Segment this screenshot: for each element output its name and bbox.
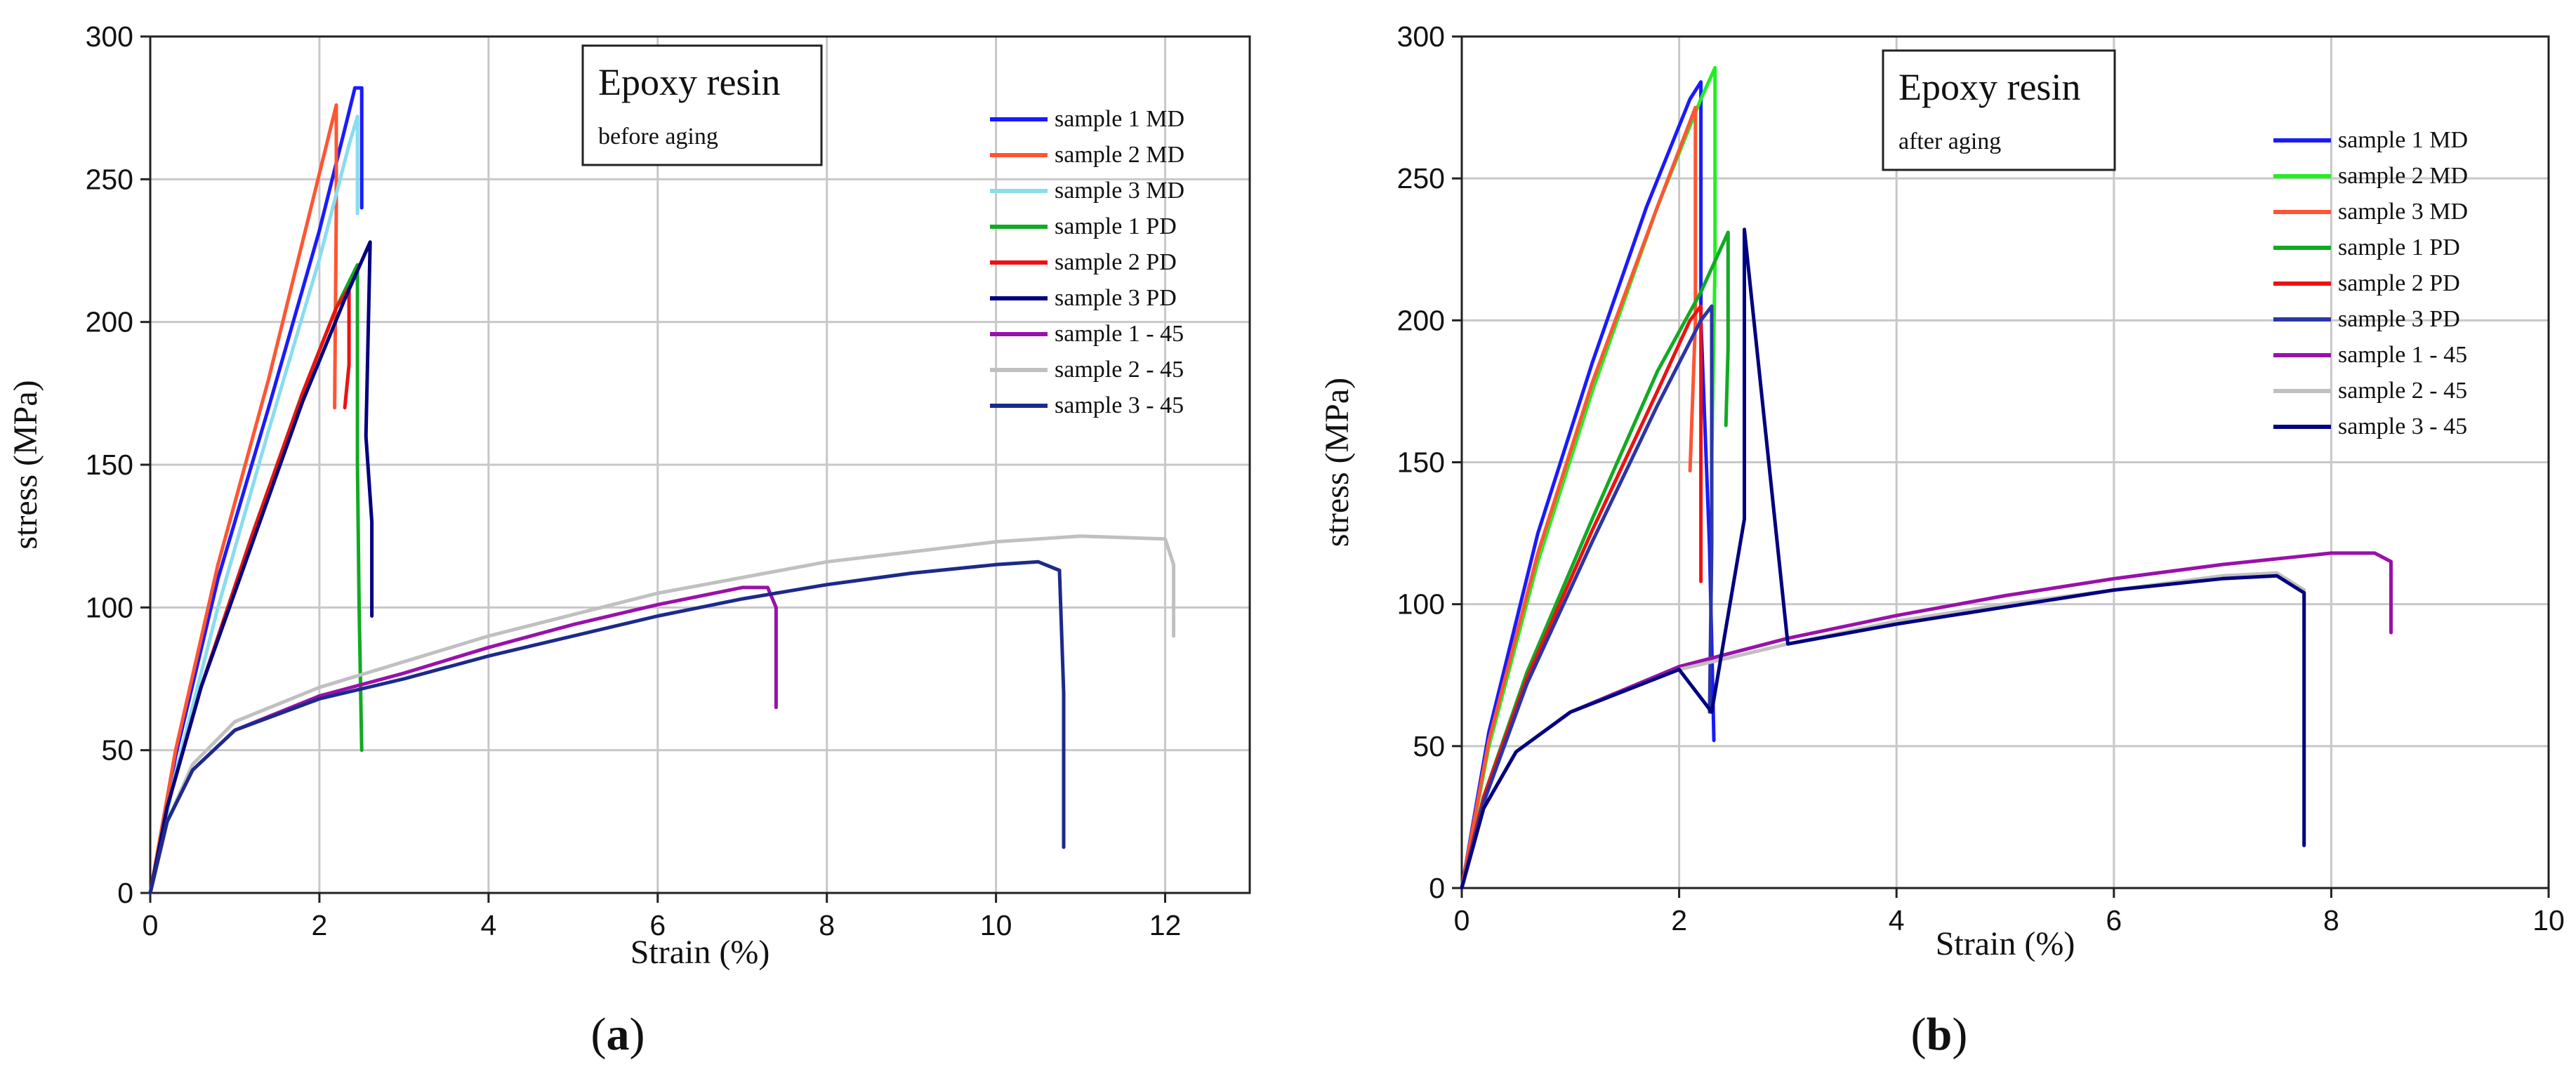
legend-label: sample 3 MD [1055, 178, 1184, 204]
x-tick-label: 2 [312, 909, 328, 941]
legend-label: sample 3 MD [2338, 199, 2468, 225]
legend-label: sample 3 - 45 [1055, 392, 1184, 418]
series-line [148, 240, 374, 895]
y-tick-label: 300 [86, 20, 133, 53]
y-tick-label: 250 [1397, 162, 1445, 194]
y-tick-label: 100 [1397, 588, 1445, 621]
legend-label: sample 2 MD [2338, 163, 2468, 189]
grid [1462, 37, 2549, 888]
legend-label: sample 1 MD [2338, 127, 2468, 153]
series-line [1460, 230, 1730, 890]
series-line [148, 114, 359, 895]
series-line [1460, 80, 1716, 890]
y-axis-label: stress (MPa) [1319, 378, 1356, 547]
legend-label: sample 1 MD [1055, 106, 1184, 132]
legend-label: sample 1 - 45 [1055, 321, 1184, 347]
x-tick-label: 8 [2323, 904, 2339, 936]
y-tick-label: 50 [101, 734, 133, 767]
x-tick-label: 6 [2106, 904, 2122, 936]
y-tick-label: 200 [86, 306, 133, 338]
series-line [148, 559, 1066, 895]
y-tick-label: 150 [1397, 446, 1445, 479]
series-group [1460, 66, 2393, 890]
series-line [148, 263, 364, 895]
series-line [1460, 571, 2306, 890]
legend-label: sample 1 PD [1055, 213, 1177, 239]
chart-subtitle: before aging [598, 124, 718, 150]
legend-label: sample 3 PD [1055, 285, 1177, 311]
x-tick-label: 2 [1671, 904, 1687, 936]
chart-title-box [581, 44, 823, 166]
series-line [1460, 66, 1717, 890]
y-tick-label: 200 [1397, 304, 1445, 336]
x-axis-label: Strain (%) [1936, 925, 2075, 962]
series-line [1460, 227, 2306, 890]
x-tick-label: 0 [1454, 904, 1470, 936]
legend: sample 1 MD sample 2 MD sample 3 MD sample … [2273, 127, 2468, 439]
x-tick-label: 4 [480, 909, 496, 941]
x-tick-label: 6 [649, 909, 666, 941]
legend-label: sample 2 - 45 [1055, 357, 1184, 383]
chart-title: Epoxy resin [598, 61, 780, 103]
y-tick-label: 150 [86, 449, 133, 481]
y-tick-label: 300 [1397, 20, 1445, 53]
series-line [1460, 304, 1703, 890]
series-line [1460, 304, 1714, 890]
panel-label: (a) [591, 1009, 645, 1060]
legend-label: sample 3 - 45 [2338, 413, 2467, 439]
chart-panel-a: 0 2 4 6 8 10 12 0 50 100 150 200 250 300 Strain (%) str… [7, 20, 1251, 1060]
legend-label: sample 2 - 45 [2338, 378, 2467, 404]
x-axis-label: Strain (%) [630, 934, 770, 971]
series-line [148, 585, 778, 895]
legend-label: sample 1 - 45 [2338, 342, 2467, 368]
legend-label: sample 1 PD [2338, 234, 2460, 260]
x-tick-label: 0 [143, 909, 159, 941]
legend-label: sample 2 PD [2338, 270, 2460, 296]
x-tick-label: 10 [2532, 904, 2565, 936]
y-tick-label: 50 [1413, 730, 1445, 762]
legend-label: sample 3 PD [2338, 306, 2460, 332]
legend: sample 1 MD sample 2 MD sample 3 MD sample … [990, 106, 1184, 418]
x-tick-label: 12 [1149, 909, 1182, 941]
x-tick-label: 8 [819, 909, 835, 941]
series-line [148, 86, 364, 895]
legend-label: sample 2 PD [1055, 249, 1177, 275]
series-line [1460, 105, 1698, 890]
panel-label: (b) [1911, 1009, 1968, 1060]
x-tick-label: 4 [1889, 904, 1905, 936]
y-tick-label: 0 [117, 877, 133, 909]
series-group [148, 86, 1176, 895]
legend-label: sample 2 MD [1055, 142, 1184, 168]
chart-title: Epoxy resin [1898, 66, 2080, 108]
y-tick-label: 0 [1429, 872, 1445, 904]
chart-title-box [1882, 49, 2116, 171]
chart-subtitle: after aging [1898, 128, 2001, 154]
y-axis-label: stress (MPa) [7, 380, 44, 549]
y-tick-label: 250 [86, 163, 133, 195]
series-line [148, 534, 1176, 895]
x-tick-label: 10 [980, 909, 1012, 941]
y-tick-label: 100 [86, 591, 133, 623]
